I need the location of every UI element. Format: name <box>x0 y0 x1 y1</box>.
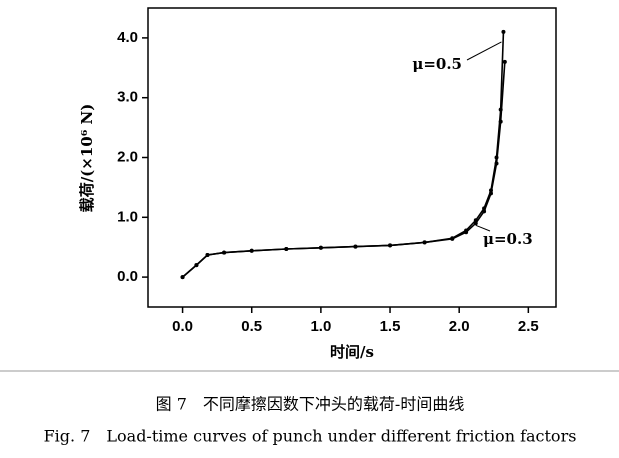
data-point <box>222 250 227 255</box>
data-point <box>450 236 455 241</box>
data-point <box>180 275 185 280</box>
data-point <box>502 59 507 64</box>
data-point <box>388 243 393 248</box>
data-point <box>249 248 254 253</box>
data-point <box>482 209 487 214</box>
data-point <box>464 230 469 235</box>
data-point <box>353 244 358 249</box>
y-tick-label: 2.0 <box>117 148 138 165</box>
data-point <box>473 221 478 226</box>
y-tick-label: 4.0 <box>117 29 138 46</box>
y-tick-label: 1.0 <box>117 208 138 225</box>
x-axis-label: 时间/s <box>330 343 374 361</box>
series-label: μ=0.5 <box>412 55 462 73</box>
caption-en: Fig. 7 Load-time curves of punch under d… <box>44 427 577 446</box>
data-point <box>494 161 499 166</box>
x-tick-label: 0.5 <box>241 318 262 335</box>
leader-line <box>466 41 502 61</box>
data-point <box>422 240 427 245</box>
caption-zh: 图 7 不同摩擦因数下冲头的载荷-时间曲线 <box>156 395 465 414</box>
y-tick-label: 3.0 <box>117 89 138 106</box>
y-tick-label: 0.0 <box>117 268 138 285</box>
y-axis-label: 载荷/(×10⁶ N) <box>78 104 96 213</box>
data-point <box>488 191 493 196</box>
data-point <box>498 119 503 124</box>
data-point <box>284 246 289 251</box>
data-point <box>318 245 323 250</box>
data-point <box>194 263 199 268</box>
x-tick-label: 1.0 <box>310 318 331 335</box>
leader-line <box>475 224 491 232</box>
data-point <box>501 29 506 34</box>
x-tick-label: 2.0 <box>449 318 470 335</box>
series-line <box>182 61 506 278</box>
data-point <box>205 252 210 257</box>
x-tick-label: 1.5 <box>380 318 401 335</box>
x-tick-label: 2.5 <box>518 318 539 335</box>
series-label: μ=0.3 <box>483 230 533 248</box>
x-tick-label: 0.0 <box>172 318 193 335</box>
